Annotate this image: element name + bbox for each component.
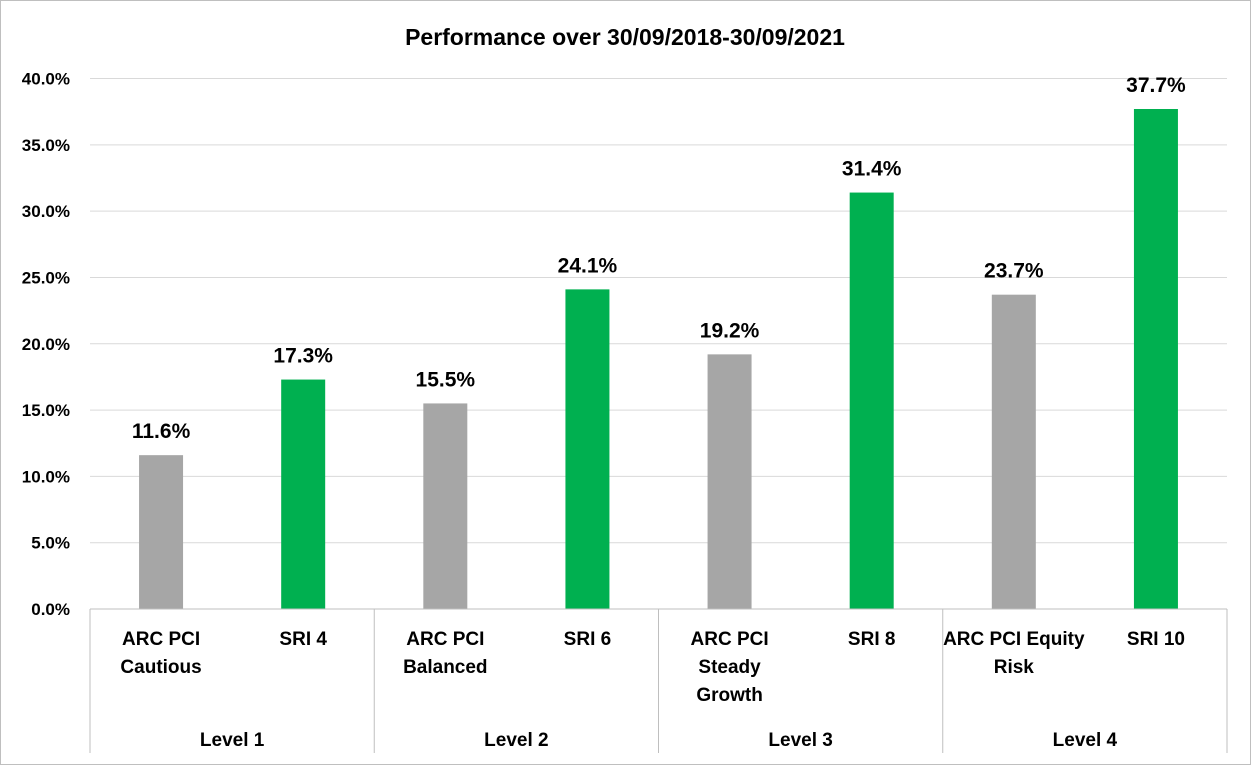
data-label: 15.5% [416, 368, 476, 391]
data-label: 31.4% [842, 158, 902, 181]
bar [565, 289, 610, 609]
y-tick-label: 10.0% [22, 467, 70, 486]
y-tick-label: 5.0% [31, 534, 70, 553]
bar [281, 379, 326, 609]
bar [849, 192, 894, 609]
y-tick-label: 0.0% [31, 600, 70, 619]
data-label: 24.1% [558, 254, 618, 277]
y-tick-label: 15.0% [22, 401, 70, 420]
chart-title: Performance over 30/09/2018-30/09/2021 [405, 24, 845, 50]
y-tick-label: 35.0% [22, 136, 70, 155]
group-label: Level 4 [1053, 730, 1118, 751]
x-axis: ARC PCI Cautious SRI 4 ARC PCI Balanced SRI 6… [89, 608, 1228, 753]
category-label: SRI 4 [279, 629, 327, 650]
data-label: 37.7% [1126, 74, 1186, 97]
data-label: 17.3% [273, 345, 333, 368]
data-label: 11.6% [132, 420, 191, 443]
data-labels: 11.6% 17.3% 15.5% 24.1% 19.2% 31.4% 23.7% 37.7% [132, 74, 1186, 443]
category-label: ARC PCI Steady Growth [691, 629, 769, 706]
y-tick-label: 25.0% [22, 268, 70, 287]
category-label: ARC PCI Equity Risk [943, 629, 1085, 678]
gridlines [90, 78, 1227, 544]
bar [1133, 109, 1178, 609]
y-tick-label: 40.0% [22, 70, 70, 89]
group-label: Level 3 [768, 730, 832, 751]
group-label: Level 1 [200, 730, 265, 751]
category-label: SRI 10 [1127, 629, 1185, 650]
data-label: 19.2% [700, 319, 760, 342]
data-label: 23.7% [984, 260, 1044, 283]
y-tick-label: 20.0% [22, 335, 70, 354]
category-label: SRI 8 [848, 629, 896, 650]
bar [991, 294, 1036, 609]
bars [139, 109, 1178, 609]
y-axis-ticks: 0.0% 5.0% 10.0% 15.0% 20.0% 25.0% 30.0% 35.0% 40… [22, 70, 70, 620]
y-tick-label: 30.0% [22, 202, 70, 221]
bar [423, 403, 468, 609]
group-label: Level 2 [484, 730, 548, 751]
category-label: ARC PCI Balanced [403, 629, 487, 678]
bar [707, 354, 752, 609]
category-label: SRI 6 [564, 629, 612, 650]
category-label: ARC PCI Cautious [120, 629, 201, 678]
bar [139, 455, 184, 609]
